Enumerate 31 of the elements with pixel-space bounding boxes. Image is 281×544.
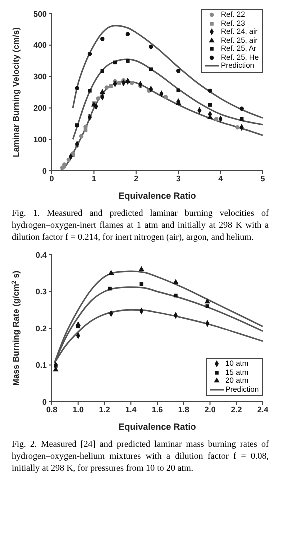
- x-tick-label: 2.0: [204, 406, 216, 415]
- y-tick-label: 200: [34, 104, 48, 114]
- x-tick-label: 4: [218, 174, 224, 184]
- caption: Fig. 1. Measured and predicted laminar burning velocities of hydrogen–oxygen-inert flames at 1 atm and initially at 298 K with a dilution factor f = 0.214, for inert nitrogen (air), argon, and helium.: [12, 207, 269, 243]
- y-tick-label: 0.2: [36, 324, 48, 334]
- x-axis-title: Equivalence Ratio: [118, 191, 197, 201]
- x-axis-title: Equivalence Ratio: [118, 422, 197, 432]
- x-tick-label: 2: [134, 174, 140, 184]
- y-tick-label: 0: [42, 398, 48, 407]
- x-tick-label: 1.4: [126, 406, 138, 415]
- x-tick-label: 1.0: [72, 406, 84, 415]
- x-tick-label: 0.8: [46, 406, 58, 415]
- x-tick-label: 1.8: [178, 406, 190, 415]
- x-tick-label: 2.4: [257, 406, 270, 415]
- caption: Fig. 2. Measured [24] and predicted laminar mass burning rates of hydrogen–oxygen-helium mixtures with a dilution factor f = 0.08, initially at 298 K, for pressures from 10 to 20 atm.: [12, 438, 269, 474]
- y-tick-label: 100: [34, 135, 48, 144]
- x-tick-label: 5: [260, 174, 266, 184]
- y-tick-label: 0.3: [36, 288, 48, 297]
- y-tick-label: 300: [34, 72, 48, 82]
- y-tick-label: 0.1: [36, 361, 48, 370]
- y-tick-label: 0: [42, 166, 48, 176]
- x-tick-label: 1.2: [99, 406, 111, 415]
- y-tick-label: 400: [34, 41, 48, 50]
- x-tick-label: 0: [50, 174, 55, 184]
- y-tick-label: 0.4: [36, 250, 48, 260]
- x-tick-label: 1.6: [152, 406, 164, 415]
- x-tick-label: 2.2: [231, 406, 243, 415]
- y-axis-title: Laminar Burning Velocity (cm/s): [11, 27, 21, 158]
- y-tick-label: 500: [34, 10, 48, 19]
- x-tick-label: 1: [92, 174, 97, 184]
- x-tick-label: 3: [176, 174, 182, 184]
